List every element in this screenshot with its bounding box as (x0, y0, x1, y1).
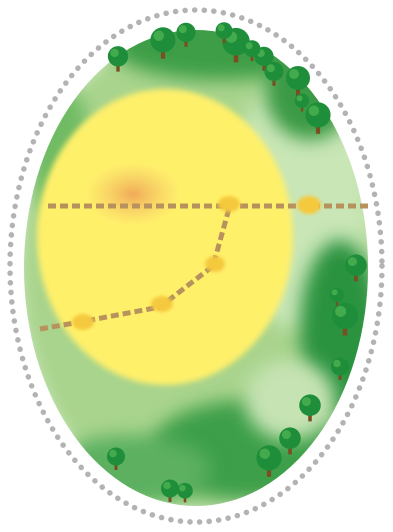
tree-icon (345, 254, 367, 282)
tree-icon (176, 22, 196, 47)
tree-icon (264, 61, 284, 86)
tree-icon (305, 102, 331, 134)
junction-node-icon (72, 314, 94, 330)
tree-icon (215, 22, 233, 44)
junction-node-icon (151, 296, 173, 312)
junction-node-icon (297, 196, 321, 214)
open-zone (37, 89, 293, 385)
tree-icon (177, 482, 193, 503)
junction-nodes (72, 196, 321, 330)
tree-icon (331, 302, 359, 336)
park-boundary (7, 7, 385, 525)
tree-icon (286, 66, 310, 96)
junction-node-icon (205, 256, 225, 272)
junction-node-icon (218, 196, 240, 212)
tree-icon (107, 46, 129, 72)
tree-icon (279, 427, 301, 455)
tree-icon (243, 40, 261, 62)
tree-icon (107, 447, 125, 470)
tree-icon (299, 394, 321, 422)
trees (107, 22, 367, 503)
tree-icon (329, 287, 345, 306)
tree-icon (256, 445, 282, 477)
hotspot (85, 162, 181, 226)
tree-icon (161, 479, 179, 502)
tree-icon (150, 27, 176, 59)
tree-icon (331, 357, 349, 380)
tree-icon (294, 93, 310, 112)
